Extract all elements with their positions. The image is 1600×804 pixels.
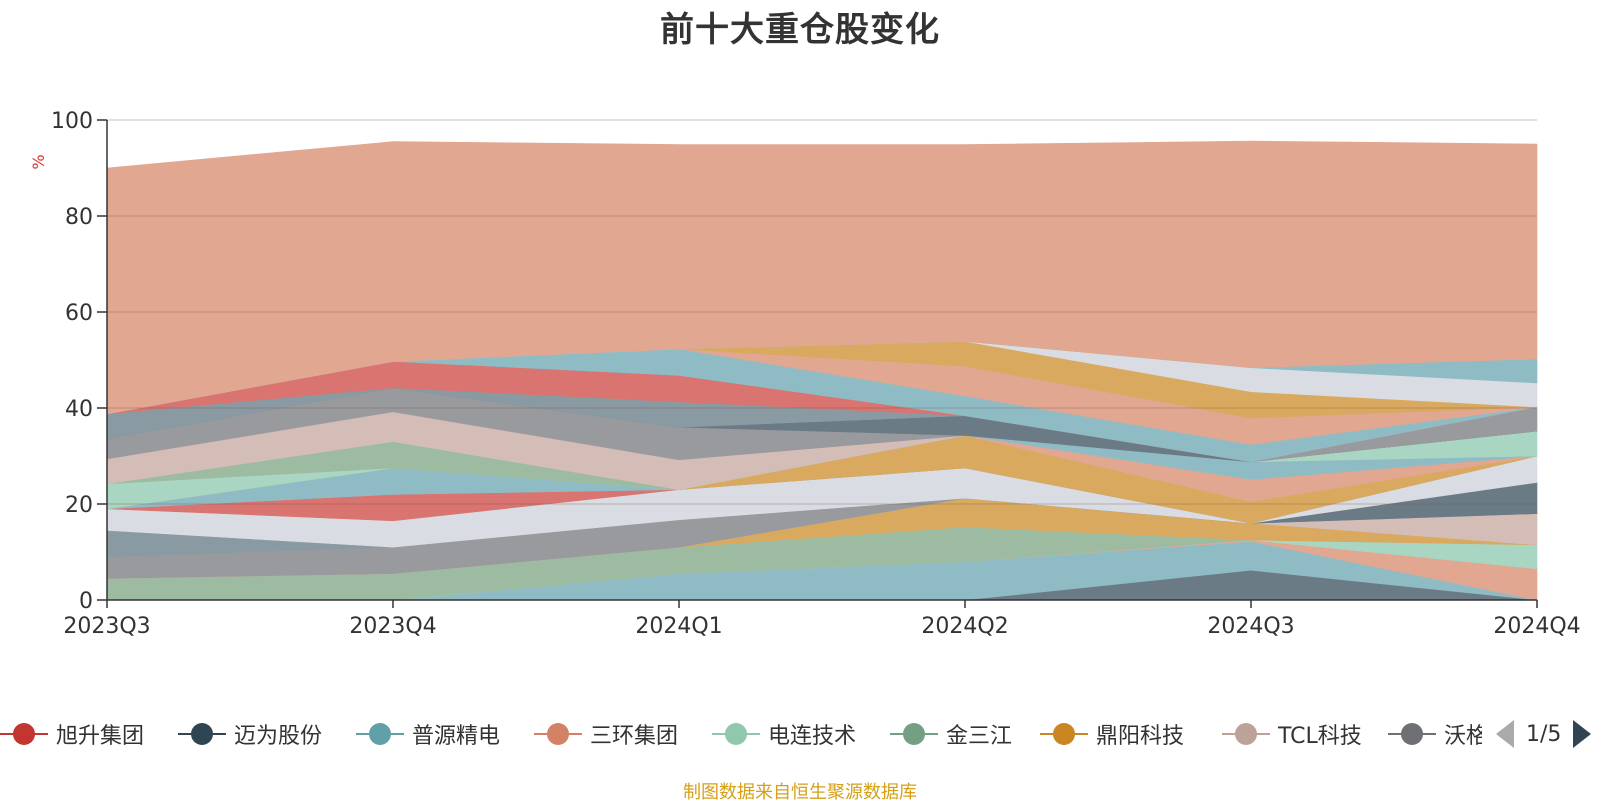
- legend-marker-icon: [1040, 721, 1088, 747]
- legend-marker-icon: [0, 721, 48, 747]
- y-tick-label-80: 80: [65, 205, 93, 230]
- legend-item-2[interactable]: 普源精电: [356, 714, 500, 754]
- legend-marker-icon: [890, 721, 938, 747]
- x-tick-label-2023Q3: 2023Q3: [63, 614, 150, 639]
- legend-marker-icon: [534, 721, 582, 747]
- legend-pager: 1/5: [1496, 716, 1592, 752]
- legend-item-1[interactable]: 迈为股份: [178, 714, 322, 754]
- legend-label: TCL科技: [1278, 724, 1362, 749]
- y-tick-label-60: 60: [65, 301, 93, 326]
- legend-label: 鼎阳科技: [1096, 724, 1185, 749]
- legend-item-4[interactable]: 电连技术: [712, 714, 856, 754]
- legend-label: 电连技术: [768, 724, 857, 749]
- legend-item-8[interactable]: 沃格光电: [1388, 714, 1482, 754]
- legend-marker-icon: [1222, 721, 1270, 747]
- legend-next-page-icon[interactable]: [1573, 720, 1592, 748]
- legend-label: 旭升集团: [56, 724, 145, 749]
- y-tick-label-40: 40: [65, 397, 93, 422]
- chart-title: 前十大重仓股变化: [660, 10, 940, 50]
- x-tick-label-2024Q4: 2024Q4: [1493, 614, 1580, 639]
- legend-item-3[interactable]: 三环集团: [534, 714, 678, 754]
- legend-item-6[interactable]: 鼎阳科技: [1040, 714, 1184, 754]
- y-tick-label-20: 20: [65, 493, 93, 518]
- y-tick-label-100: 100: [51, 109, 93, 134]
- legend-item-0[interactable]: 旭升集团: [0, 714, 144, 754]
- area-series-29: [106, 140, 1538, 415]
- data-source-note: 制图数据来自恒生聚源数据库: [683, 782, 917, 803]
- legend-label: 普源精电: [412, 724, 501, 749]
- legend-item-7[interactable]: TCL科技: [1222, 714, 1362, 754]
- legend: 旭升集团 迈为股份 普源精电 三环集团 电连技术 金三江 鼎阳科技 TCL科技 沃格光电: [0, 714, 1482, 754]
- legend-page-indicator: 1/5: [1526, 721, 1562, 747]
- y-tick-label-0: 0: [79, 589, 93, 614]
- legend-item-5[interactable]: 金三江: [890, 714, 1012, 754]
- legend-marker-icon: [356, 721, 404, 747]
- legend-label: 沃格光电: [1444, 724, 1482, 749]
- x-tick-label-2024Q1: 2024Q1: [635, 614, 722, 639]
- x-tick-label-2023Q4: 2023Q4: [349, 614, 436, 639]
- y-axis-unit-label: %: [29, 154, 48, 169]
- x-tick-label-2024Q3: 2024Q3: [1207, 614, 1294, 639]
- x-tick-label-2024Q2: 2024Q2: [921, 614, 1008, 639]
- legend-label: 金三江: [946, 724, 1013, 749]
- legend-marker-icon: [712, 721, 760, 747]
- legend-label: 三环集团: [590, 724, 679, 749]
- legend-marker-icon: [1388, 721, 1436, 747]
- legend-label: 迈为股份: [234, 724, 323, 749]
- legend-marker-icon: [178, 721, 226, 747]
- legend-prev-page-icon[interactable]: [1496, 720, 1514, 748]
